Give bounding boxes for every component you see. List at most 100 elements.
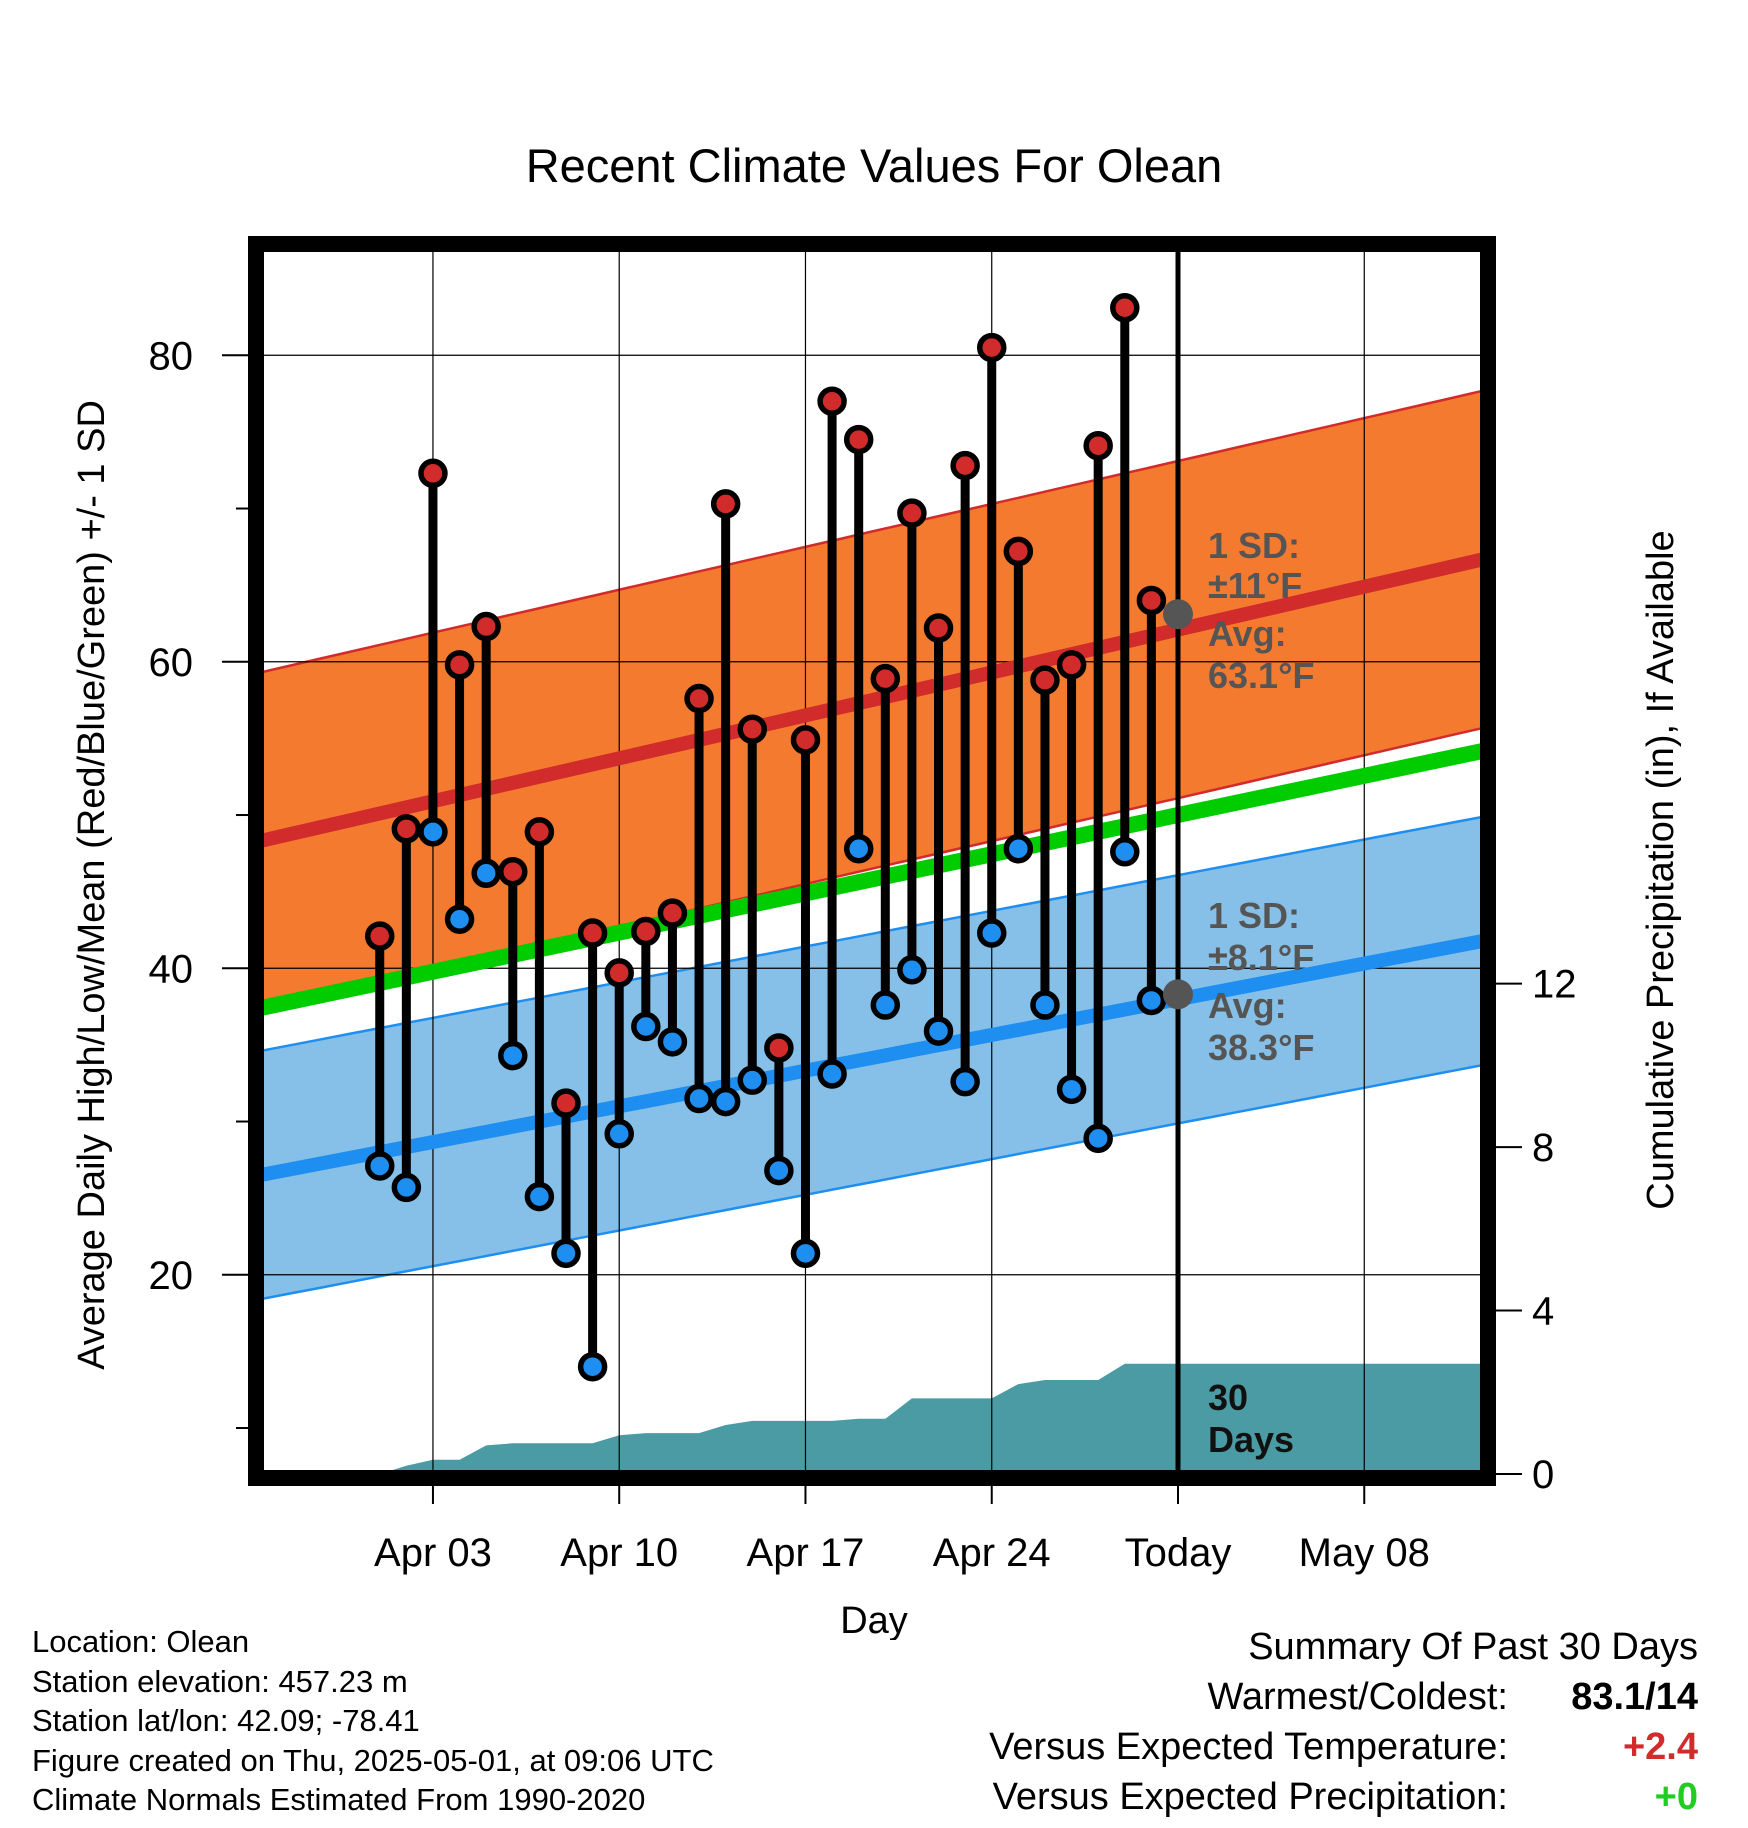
y2-tick-label: 8 (1532, 1126, 1554, 1170)
low-sd-label: 1 SD: (1208, 895, 1300, 936)
daily-high-point (710, 489, 741, 519)
location-text: Location: Olean (32, 1624, 250, 1659)
daily-low-point (444, 904, 475, 934)
y2-tick-label: 4 (1532, 1290, 1554, 1334)
station-info: Location: Olean Station elevation: 457.2… (32, 1622, 714, 1820)
daily-high-point (657, 898, 688, 928)
daily-low-point (976, 918, 1007, 948)
warmest-label: Warmest/Coldest: (1207, 1676, 1508, 1718)
today-high-avg-marker (1163, 599, 1193, 630)
normal-low-upper-edge (260, 815, 1484, 1053)
x-tick-label: Apr 10 (560, 1531, 678, 1575)
created-text: Figure created on Thu, 2025-05-01, at 09… (32, 1742, 714, 1778)
x-axis-label: Day (840, 1600, 908, 1640)
y-tick-label: 40 (149, 947, 194, 991)
high-avg-label: Avg: (1208, 613, 1287, 654)
cumulative-precip-area (260, 1363, 1484, 1474)
daily-high-point (604, 958, 634, 988)
summary-title: Summary Of Past 30 Days (1248, 1626, 1698, 1668)
precip-value: +0 (1654, 1776, 1698, 1818)
high-sd-value: ±11°F (1208, 565, 1302, 606)
window-label-days: Days (1208, 1419, 1294, 1460)
precip-label: Versus Expected Precipitation: (992, 1776, 1508, 1818)
daily-high-point (684, 683, 714, 714)
daily-low-point (551, 1238, 581, 1269)
daily-high-point (577, 918, 608, 948)
daily-low-point (817, 1059, 847, 1089)
daily-low-point (764, 1155, 794, 1186)
daily-high-point (764, 1033, 794, 1063)
daily-low-point (684, 1083, 714, 1114)
daily-high-point (737, 714, 768, 744)
daily-high-point (391, 814, 422, 844)
chart-title: Recent Climate Values For Olean (526, 139, 1223, 192)
daily-high-point (923, 613, 954, 643)
daily-low-point (1083, 1123, 1113, 1154)
daily-high-point (950, 450, 980, 481)
low-avg-value: 38.3°F (1208, 1027, 1314, 1068)
daily-low-point (923, 1016, 954, 1046)
daily-low-point (604, 1119, 634, 1149)
normal-low-lower-edge (260, 1063, 1484, 1301)
normal-mean-line (260, 742, 1484, 1016)
low-avg-label: Avg: (1208, 985, 1287, 1026)
plot-frame (248, 236, 1496, 1486)
daily-low-point (471, 858, 501, 889)
daily-high-point (524, 817, 555, 847)
y2-tick-label: 12 (1532, 963, 1577, 1007)
temp-value: +2.4 (1622, 1726, 1698, 1768)
latlon-text: Station lat/lon: 42.09; -78.41 (32, 1703, 420, 1738)
climate-chart: Recent Climate Values For Olean 1 SD: ±11… (71, 139, 1682, 1640)
daily-low-point (1110, 837, 1140, 867)
temp-label: Versus Expected Temperature: (989, 1726, 1508, 1768)
daily-high-point (471, 611, 501, 642)
daily-high-point (1136, 585, 1167, 616)
daily-high-point (1030, 665, 1060, 695)
elevation-text: Station elevation: 457.23 m (32, 1663, 408, 1699)
daily-low-point (418, 817, 448, 847)
daily-low-point (391, 1172, 422, 1203)
daily-high-point (817, 386, 847, 416)
daily-high-point (870, 663, 901, 694)
daily-low-point (1136, 985, 1167, 1016)
y-tick-label: 60 (149, 641, 194, 685)
daily-low-point (1056, 1074, 1087, 1105)
x-tick-label: Apr 24 (933, 1531, 1051, 1575)
x-tick-label: Apr 17 (747, 1531, 865, 1575)
x-tick-label: Apr 03 (374, 1531, 492, 1575)
daily-high-point (790, 725, 821, 755)
daily-low-point (631, 1011, 661, 1042)
x-tick-label: Today (1125, 1531, 1232, 1575)
daily-high-point (1056, 650, 1087, 680)
normal-high-upper-edge (260, 389, 1484, 674)
daily-low-point (870, 990, 901, 1020)
y-tick-label: 80 (149, 334, 194, 378)
daily-low-point (790, 1238, 821, 1269)
daily-high-point (897, 498, 927, 528)
y2-tick-label: 0 (1532, 1453, 1554, 1497)
daily-high-point (498, 856, 528, 887)
y-axis-label: Average Daily High/Low/Mean (Red/Blue/Gr… (71, 400, 113, 1370)
high-avg-value: 63.1°F (1208, 655, 1314, 696)
daily-low-point (843, 833, 874, 864)
daily-high-point (631, 916, 661, 947)
daily-high-point (1083, 430, 1113, 461)
daily-high-point (1003, 536, 1034, 567)
daily-low-point (657, 1027, 688, 1057)
window-label-number: 30 (1208, 1377, 1248, 1418)
summary-panel: Summary Of Past 30 Days Warmest/Coldest:… (989, 1622, 1698, 1822)
daily-high-point (1110, 293, 1140, 323)
daily-high-point (976, 332, 1007, 363)
daily-low-point (1030, 990, 1060, 1020)
daily-high-point (551, 1088, 581, 1118)
daily-low-point (498, 1040, 528, 1071)
warmest-value: 83.1/14 (1571, 1676, 1698, 1718)
daily-low-point (737, 1065, 768, 1095)
daily-low-point (524, 1181, 555, 1212)
x-tick-label: May 08 (1299, 1531, 1430, 1575)
plot-content (260, 248, 1484, 1474)
daily-high-point (364, 921, 395, 951)
daily-high-point (444, 650, 475, 680)
normal-low-line (260, 933, 1484, 1183)
